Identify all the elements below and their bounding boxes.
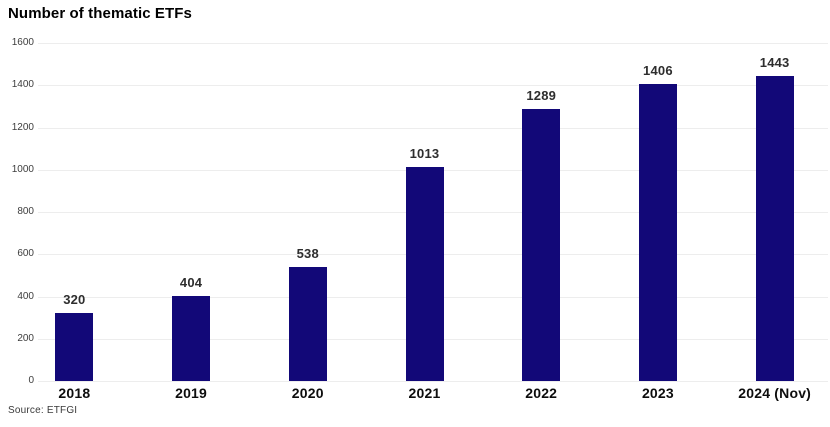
bar-value-label: 1289 [526,87,557,103]
bar-value-label: 538 [296,246,319,262]
x-axis-tick-label: 2023 [641,385,674,401]
y-axis-tick-label: 200 [17,332,34,344]
y-axis-tick-label: 0 [28,375,34,386]
bar-2024 (Nov) [755,76,794,381]
bar-2023 [638,83,677,381]
x-axis-tick-label: 2021 [408,385,441,401]
y-axis-tick-label: 400 [17,290,34,302]
source-note: Source: ETFGI [8,405,78,416]
gridline [38,43,828,44]
chart-title: Number of thematic ETFs [8,5,192,22]
bar-value-label: 1013 [409,146,440,161]
y-axis-tick-label: 800 [17,206,34,217]
bar-value-label: 320 [63,292,86,308]
x-axis-tick-label: 2020 [291,385,324,401]
gridline [38,381,828,382]
bar-2022 [522,108,561,381]
bar-value-label: 1443 [759,55,790,71]
x-axis-tick-label: 2018 [58,385,91,401]
y-axis-tick-label: 1200 [11,121,34,133]
bar-value-label: 404 [179,274,203,290]
y-axis-tick-label: 1000 [11,163,34,175]
y-axis-tick-label: 1400 [11,79,34,91]
bar-2019 [172,295,211,381]
bar-value-label: 1406 [643,62,673,78]
x-axis-tick-label: 2019 [175,385,208,401]
bar-2021 [405,167,444,381]
gridline [38,127,828,129]
bar-2018 [55,313,94,381]
y-axis-tick-label: 1600 [11,37,34,48]
y-axis-tick-label: 600 [17,248,34,260]
bar-2020 [288,267,327,381]
gridline [38,85,828,87]
x-axis-tick-label: 2022 [525,385,558,401]
x-axis-tick-label: 2024 (Nov) [738,385,812,401]
